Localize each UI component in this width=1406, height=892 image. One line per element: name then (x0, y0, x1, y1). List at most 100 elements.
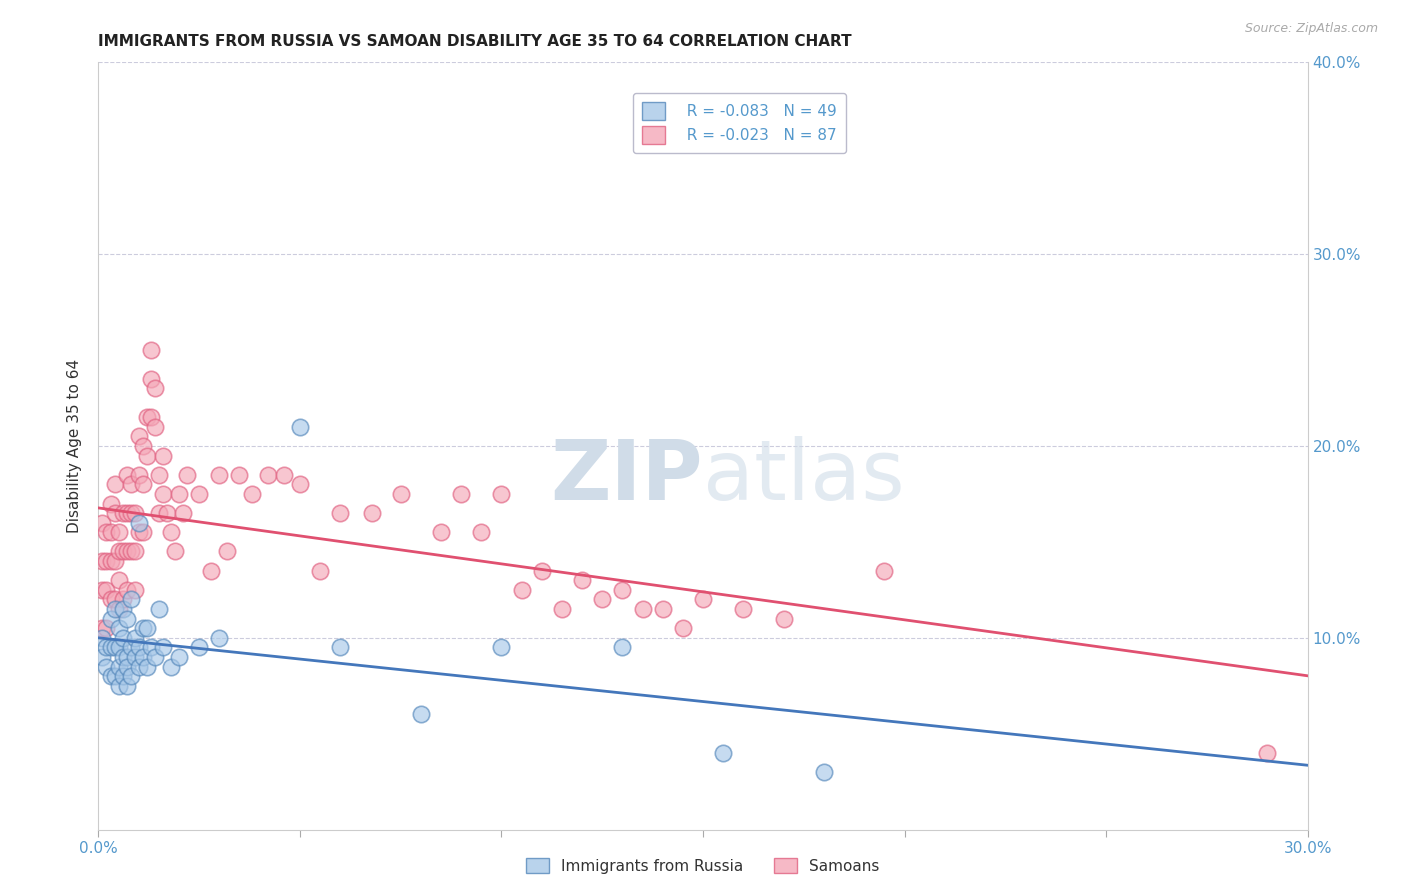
Point (96, 659, 118, 673)
Point (510, 582, 533, 597)
Point (124, 544, 146, 558)
Point (772, 612, 794, 626)
Point (111, 649, 134, 664)
Point (107, 602, 129, 616)
Point (91, 554, 114, 568)
Point (115, 649, 138, 664)
Point (873, 564, 896, 578)
Point (100, 496, 122, 510)
Point (128, 467, 150, 482)
Point (128, 525, 150, 540)
Point (167, 487, 190, 501)
Point (152, 640, 174, 655)
Point (111, 506, 134, 520)
Point (240, 487, 263, 501)
Point (672, 621, 695, 635)
Point (103, 592, 125, 607)
Point (91, 649, 114, 664)
Point (135, 410, 157, 425)
Point (1256, 746, 1278, 760)
Point (107, 640, 129, 655)
Point (107, 659, 129, 673)
Point (107, 544, 129, 558)
Point (124, 506, 146, 520)
Point (152, 449, 174, 463)
Point (96, 640, 118, 655)
Point (172, 506, 194, 520)
Point (163, 544, 186, 558)
Point (103, 506, 125, 520)
Point (208, 467, 231, 482)
Point (148, 602, 170, 616)
Point (124, 649, 146, 664)
Point (128, 429, 150, 443)
Point (115, 659, 138, 673)
Point (135, 449, 157, 463)
Point (91, 582, 114, 597)
Point (143, 420, 166, 434)
Y-axis label: Disability Age 35 to 64: Disability Age 35 to 64 (67, 359, 83, 533)
Point (309, 564, 332, 578)
Point (107, 574, 129, 588)
Point (491, 487, 513, 501)
Point (329, 506, 352, 520)
Text: Source: ZipAtlas.com: Source: ZipAtlas.com (1244, 22, 1378, 36)
Point (100, 525, 122, 540)
Point (107, 525, 129, 540)
Point (115, 612, 138, 626)
Point (135, 621, 157, 635)
Point (156, 506, 179, 520)
Point (128, 640, 150, 655)
Point (120, 544, 142, 558)
Point (733, 602, 755, 616)
Point (120, 640, 142, 655)
Point (208, 631, 231, 645)
Point (115, 506, 138, 520)
Point (115, 467, 138, 482)
Point (188, 640, 211, 655)
Point (176, 467, 198, 482)
Point (591, 592, 613, 607)
Point (107, 621, 129, 635)
Point (120, 506, 142, 520)
Point (692, 592, 714, 607)
Point (612, 640, 634, 655)
Point (135, 659, 157, 673)
Point (143, 649, 166, 664)
Point (217, 544, 239, 558)
Point (100, 554, 122, 568)
Point (120, 477, 142, 491)
Point (100, 640, 122, 655)
Point (96, 621, 118, 635)
Point (132, 621, 155, 635)
Point (91, 631, 114, 645)
Point (124, 582, 146, 597)
Point (228, 467, 250, 482)
Point (132, 439, 155, 453)
Point (450, 487, 472, 501)
Point (111, 669, 134, 683)
Point (132, 477, 155, 491)
Point (711, 746, 734, 760)
Point (103, 602, 125, 616)
Point (288, 420, 311, 434)
Point (107, 679, 129, 693)
Point (288, 477, 311, 491)
Point (139, 410, 162, 425)
Point (148, 467, 170, 482)
Point (470, 525, 492, 540)
Point (612, 582, 634, 597)
Point (100, 592, 122, 607)
Point (103, 669, 125, 683)
Point (631, 602, 654, 616)
Point (120, 669, 142, 683)
Point (103, 554, 125, 568)
Point (160, 659, 183, 673)
Point (139, 372, 162, 386)
Point (96, 582, 118, 597)
Point (491, 640, 513, 655)
Point (96, 525, 118, 540)
Point (96, 554, 118, 568)
Point (139, 640, 162, 655)
Point (91, 516, 114, 530)
